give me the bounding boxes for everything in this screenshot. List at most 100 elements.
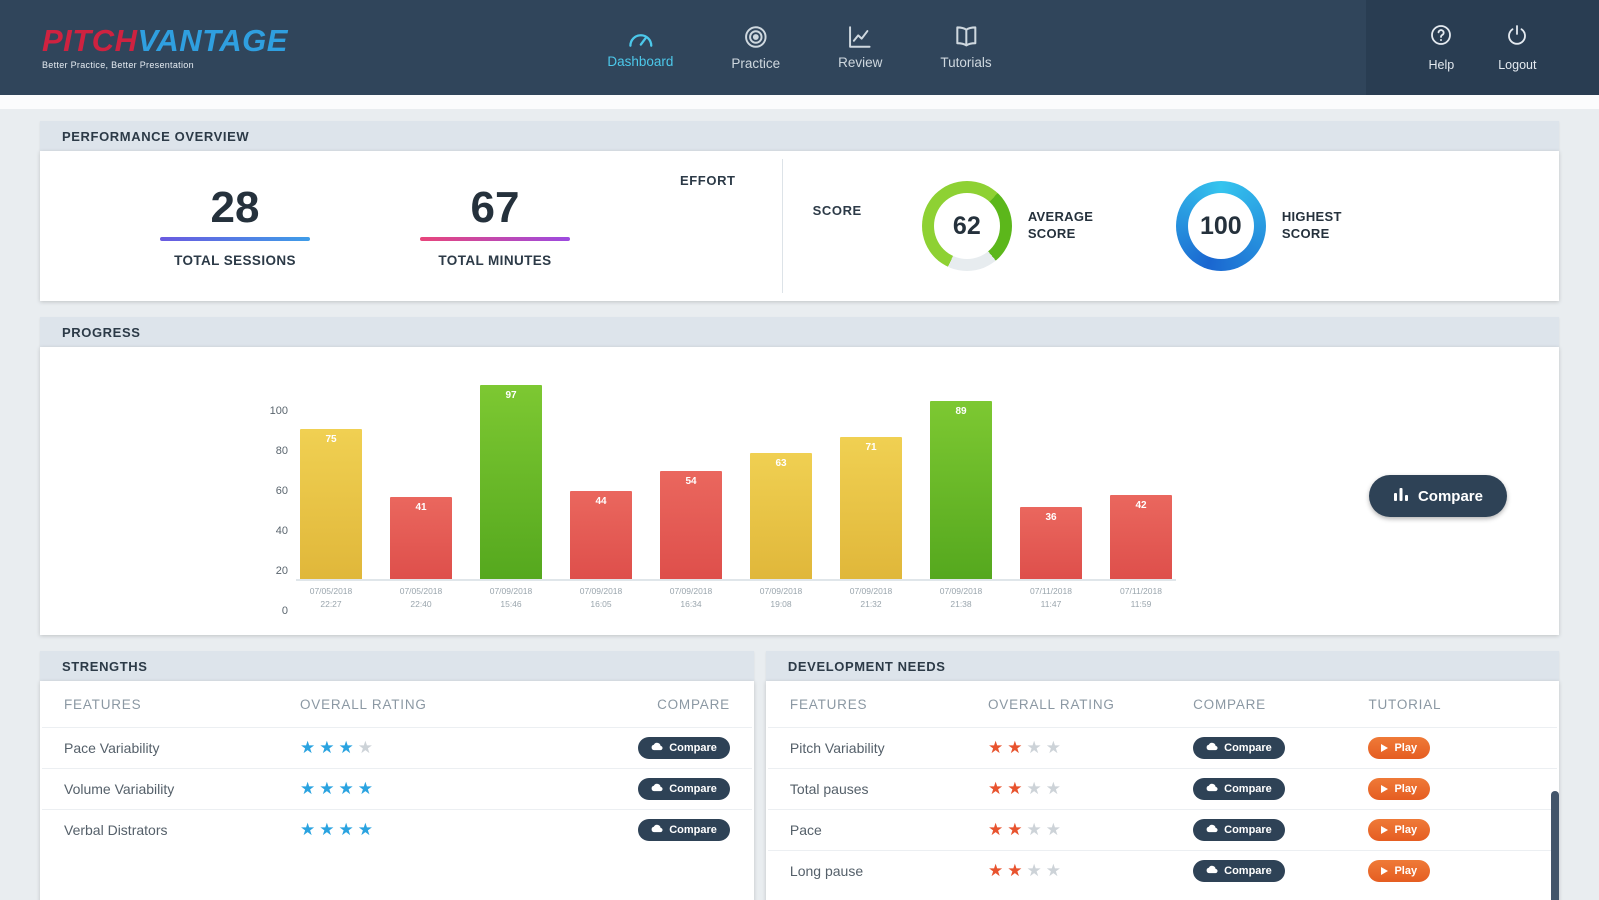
y-tick-label: 20 bbox=[275, 564, 288, 577]
compare-button-label: Compare bbox=[1224, 742, 1272, 754]
play-button-label: Play bbox=[1394, 865, 1418, 877]
column-header: COMPARE bbox=[1193, 696, 1266, 712]
star-icon: ★ bbox=[299, 738, 320, 757]
compare-button[interactable]: Compare bbox=[638, 778, 730, 800]
bar-value-label: 54 bbox=[685, 476, 697, 487]
column-header: FEATURES bbox=[64, 696, 142, 712]
compare-cloud-icon bbox=[1206, 742, 1218, 754]
minutes-underline bbox=[420, 236, 570, 241]
logout-button[interactable]: Logout bbox=[1498, 23, 1536, 72]
bar: 89 bbox=[930, 401, 992, 579]
review-chart-icon bbox=[847, 25, 873, 49]
star-rating: ★★★★ bbox=[974, 820, 1065, 840]
column-header: FEATURES bbox=[789, 696, 868, 712]
total-minutes-stat: 67 TOTAL MINUTES bbox=[420, 183, 570, 268]
scrollbar-thumb[interactable] bbox=[1551, 791, 1559, 900]
bar-value-label: 63 bbox=[775, 458, 787, 469]
help-button[interactable]: Help bbox=[1429, 23, 1454, 72]
x-tick-label: 07/05/2018 22:27 bbox=[309, 586, 353, 609]
play-icon bbox=[1381, 867, 1389, 875]
bar-value-label: 41 bbox=[415, 502, 427, 513]
performance-overview-section: PERFORMANCE OVERVIEW 28 TOTAL SESSIONS 6… bbox=[40, 121, 1559, 301]
development-needs-rows: Pitch Variability ★★★★ Compare Play Tota… bbox=[767, 727, 1557, 891]
help-icon bbox=[1429, 23, 1453, 52]
book-icon bbox=[953, 25, 980, 49]
feature-label: Long pause bbox=[789, 863, 864, 879]
nav-item-tutorials[interactable]: Tutorials bbox=[940, 25, 992, 70]
feature-label: Pitch Variability bbox=[789, 740, 885, 756]
x-tick-label: 07/09/2018 15:46 bbox=[489, 586, 533, 609]
compare-button[interactable]: Compare bbox=[1193, 819, 1285, 841]
nav-item-review[interactable]: Review bbox=[838, 25, 882, 70]
star-icon: ★ bbox=[319, 779, 339, 798]
development-needs-section: DEVELOPMENT NEEDS FEATURES OVERALL RATIN… bbox=[765, 651, 1559, 900]
compare-button[interactable]: Compare bbox=[1193, 860, 1285, 882]
performance-panel: 28 TOTAL SESSIONS 67 TOTAL MINUTES EFFOR… bbox=[40, 151, 1559, 301]
bar: 97 bbox=[480, 385, 542, 579]
play-button[interactable]: Play bbox=[1368, 860, 1431, 882]
x-tick-label: 07/09/2018 19:08 bbox=[759, 586, 803, 609]
bar: 75 bbox=[300, 429, 362, 579]
bar-chart-icon bbox=[1393, 487, 1409, 505]
sessions-underline bbox=[160, 236, 310, 241]
table-row: Volume Variability ★★★★ Compare bbox=[42, 768, 752, 809]
nav-item-label: Dashboard bbox=[607, 54, 674, 69]
star-icon: ★ bbox=[1007, 861, 1027, 880]
average-score-value: 62 bbox=[933, 193, 1000, 259]
x-tick-label: 07/11/2018 11:59 bbox=[1120, 586, 1162, 609]
compare-button-label: Compare bbox=[669, 783, 717, 795]
score-label: SCORE bbox=[812, 203, 862, 218]
strengths-table-header: FEATURES OVERALL RATING COMPARE bbox=[42, 681, 752, 727]
section-title-strengths: STRENGTHS bbox=[40, 651, 754, 681]
table-row: Pace Variability ★★★★ Compare bbox=[42, 727, 752, 768]
star-icon: ★ bbox=[357, 738, 377, 757]
highest-score-group: 100 HIGHEST SCORE bbox=[1175, 181, 1360, 271]
y-tick-label: 80 bbox=[275, 444, 288, 457]
star-icon: ★ bbox=[357, 820, 377, 839]
star-icon: ★ bbox=[1007, 779, 1027, 798]
app-header: PITCHVANTAGE Better Practice, Better Pre… bbox=[0, 0, 1599, 95]
compare-cloud-icon bbox=[651, 783, 663, 795]
column-header: TUTORIAL bbox=[1368, 696, 1442, 712]
compare-button[interactable]: Compare bbox=[1193, 778, 1285, 800]
star-rating: ★★★★ bbox=[974, 738, 1065, 758]
total-minutes-value: 67 bbox=[470, 183, 520, 233]
column-header: OVERALL RATING bbox=[299, 696, 427, 712]
feature-label: Volume Variability bbox=[64, 781, 175, 797]
column-header: COMPARE bbox=[657, 696, 730, 712]
nav-item-practice[interactable]: Practice bbox=[731, 24, 780, 71]
play-button[interactable]: Play bbox=[1368, 819, 1431, 841]
development-needs-panel: FEATURES OVERALL RATING COMPARE TUTORIAL… bbox=[765, 681, 1559, 900]
panel-divider bbox=[781, 159, 783, 293]
star-icon: ★ bbox=[1026, 738, 1046, 757]
star-icon: ★ bbox=[987, 861, 1008, 880]
bar-value-label: 75 bbox=[325, 434, 337, 445]
compare-button-label: Compare bbox=[1224, 865, 1272, 877]
highest-score-value: 100 bbox=[1187, 193, 1254, 259]
compare-button[interactable]: Compare bbox=[1193, 737, 1285, 759]
star-rating: ★★★★ bbox=[286, 738, 377, 758]
nav-item-dashboard[interactable]: Dashboard bbox=[607, 26, 673, 69]
play-button[interactable]: Play bbox=[1368, 737, 1431, 759]
x-tick-label: 07/11/2018 11:47 bbox=[1030, 586, 1072, 609]
compare-button-label: Compare bbox=[1417, 487, 1483, 505]
total-sessions-value: 28 bbox=[210, 183, 260, 233]
header-utility-area: Help Logout bbox=[1366, 0, 1599, 95]
star-icon: ★ bbox=[1026, 779, 1046, 798]
star-icon: ★ bbox=[338, 779, 358, 798]
star-icon: ★ bbox=[357, 779, 377, 798]
progress-chart-panel: 0 20 40 60 80 100 75 41 97 44 54 63 71 89 36 42 07/05/… bbox=[40, 347, 1559, 635]
development-needs-table-header: FEATURES OVERALL RATING COMPARE TUTORIAL bbox=[768, 681, 1557, 727]
highest-score-label: HIGHEST SCORE bbox=[1281, 209, 1342, 241]
compare-button-label: Compare bbox=[669, 742, 717, 754]
compare-button[interactable]: Compare bbox=[638, 737, 730, 759]
compare-button-label: Compare bbox=[1224, 783, 1272, 795]
nav-item-label: Tutorials bbox=[940, 55, 992, 70]
x-tick-label: 07/05/2018 22:40 bbox=[399, 586, 443, 609]
compare-button[interactable]: Compare bbox=[638, 819, 730, 841]
compare-cloud-icon bbox=[651, 824, 663, 836]
brand-name-primary: PITCH bbox=[42, 23, 138, 58]
star-icon: ★ bbox=[319, 738, 339, 757]
play-button[interactable]: Play bbox=[1368, 778, 1431, 800]
compare-button[interactable]: Compare bbox=[1368, 475, 1507, 517]
